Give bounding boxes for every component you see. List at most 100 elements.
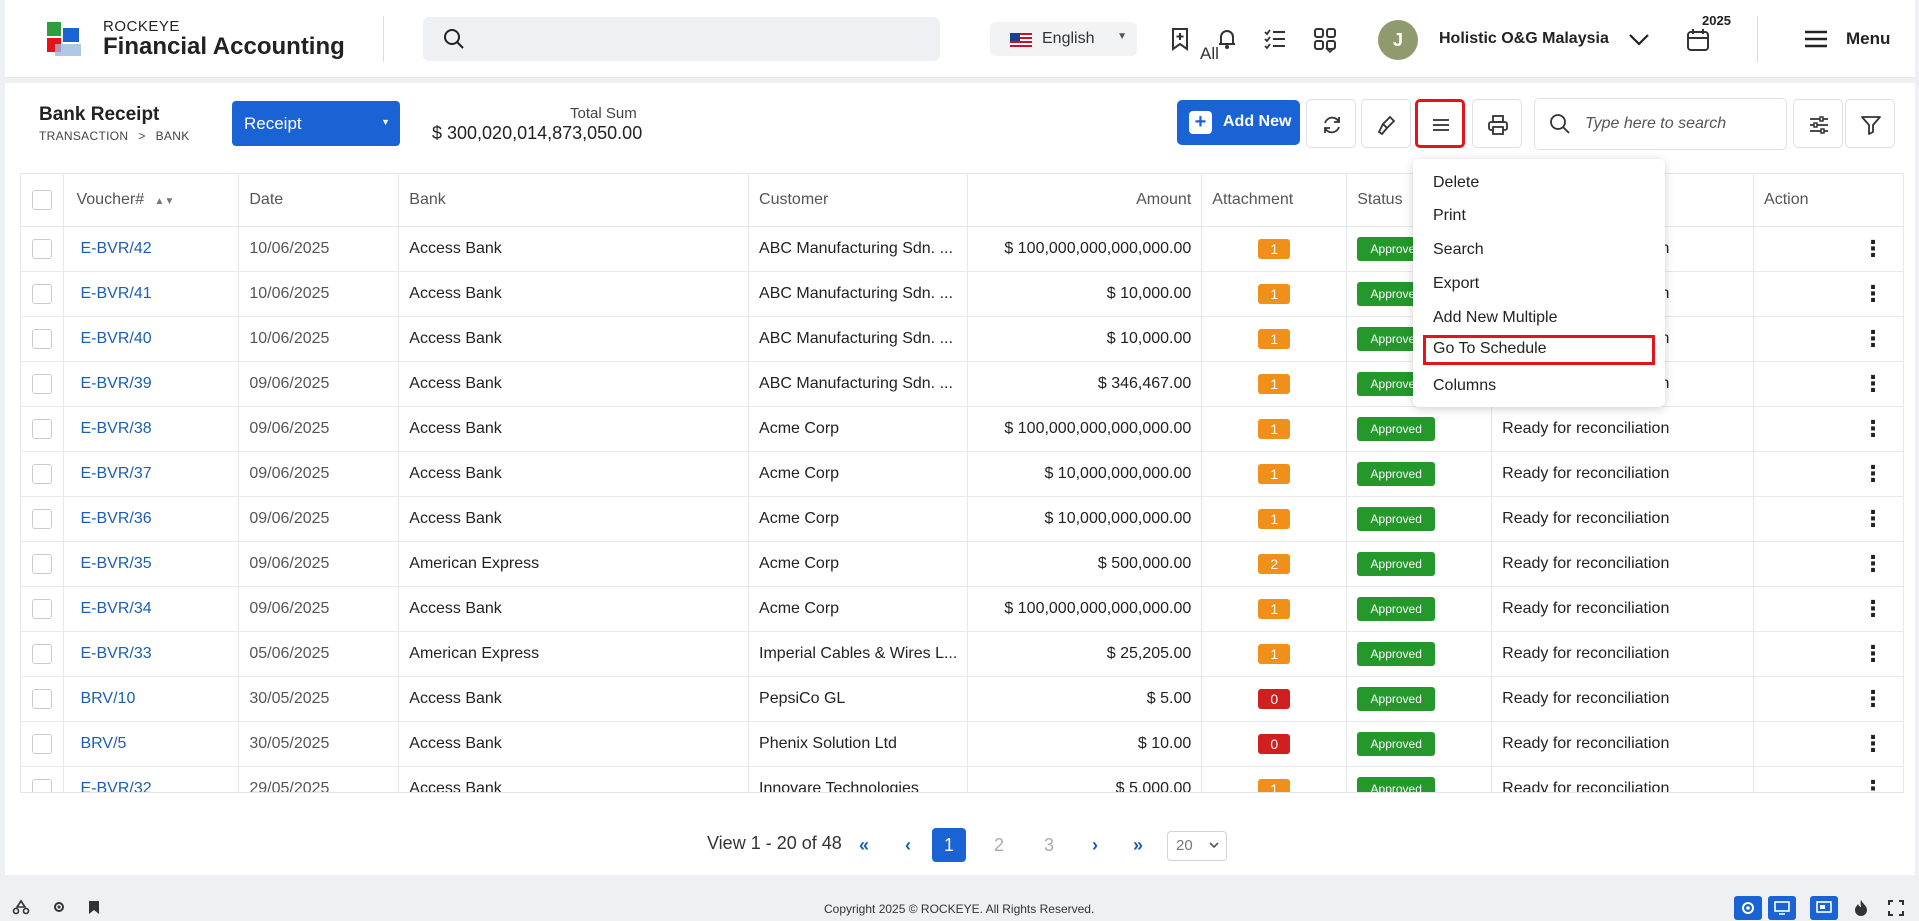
voucher-link[interactable]: BRV/5 <box>80 734 127 752</box>
row-checkbox[interactable] <box>32 328 53 349</box>
row-checkbox[interactable] <box>32 238 53 259</box>
table-row[interactable]: E-BVR/34 09/06/2025 Access Bank Acme Corp $ … <box>21 586 1903 632</box>
attachment-count-badge[interactable]: 1 <box>1258 463 1291 484</box>
settings-cog-icon[interactable] <box>50 899 68 915</box>
kebab-menu-icon[interactable]: ⋮ <box>1862 370 1884 396</box>
attachment-count-badge[interactable]: 1 <box>1258 373 1291 394</box>
row-checkbox[interactable] <box>32 283 53 304</box>
menu-item-print[interactable]: Print <box>1433 207 1466 224</box>
hamburger-menu-icon[interactable] <box>1802 26 1832 56</box>
attachment-count-badge[interactable]: 1 <box>1258 238 1291 259</box>
display-button[interactable] <box>1810 896 1838 920</box>
filter-button[interactable] <box>1845 99 1895 148</box>
company-name[interactable]: Holistic O&G Malaysia <box>1439 30 1609 47</box>
row-checkbox[interactable] <box>32 373 53 394</box>
col-customer[interactable]: Customer <box>748 174 969 227</box>
breadcrumb-bank[interactable]: BANK <box>155 129 190 143</box>
checklist-icon[interactable] <box>1260 24 1290 54</box>
col-date[interactable]: Date <box>238 174 400 227</box>
column-settings-button[interactable] <box>1793 99 1843 148</box>
voucher-link[interactable]: E-BVR/37 <box>80 464 152 482</box>
attachment-count-badge[interactable]: 1 <box>1258 283 1291 304</box>
voucher-link[interactable]: E-BVR/34 <box>80 599 152 617</box>
menu-item-delete[interactable]: Delete <box>1433 174 1480 191</box>
kebab-menu-icon[interactable]: ⋮ <box>1862 505 1884 531</box>
menu-button[interactable]: Menu <box>1846 29 1891 48</box>
kebab-menu-icon[interactable]: ⋮ <box>1862 235 1884 261</box>
next-page-button[interactable]: › <box>1092 835 1098 855</box>
add-new-button[interactable]: + Add New <box>1177 100 1300 145</box>
voucher-link[interactable]: E-BVR/41 <box>80 284 152 302</box>
page-size-select[interactable]: 20 <box>1167 831 1227 861</box>
last-page-button[interactable]: » <box>1132 835 1143 855</box>
attachment-count-badge[interactable]: 0 <box>1258 688 1291 709</box>
kebab-menu-icon[interactable]: ⋮ <box>1862 280 1884 306</box>
kebab-menu-icon[interactable]: ⋮ <box>1862 460 1884 486</box>
attachment-count-badge[interactable]: 1 <box>1258 643 1291 664</box>
flame-icon[interactable] <box>1853 899 1869 917</box>
voucher-link[interactable]: E-BVR/42 <box>80 239 152 257</box>
prev-page-button[interactable]: ‹ <box>905 835 911 855</box>
row-checkbox[interactable] <box>32 418 53 439</box>
row-checkbox[interactable] <box>32 778 53 792</box>
table-row[interactable]: E-BVR/41 10/06/2025 Access Bank ABC Manufac… <box>21 271 1903 317</box>
attachment-count-badge[interactable]: 1 <box>1258 598 1291 619</box>
col-bank[interactable]: Bank <box>398 174 750 227</box>
row-checkbox[interactable] <box>32 463 53 484</box>
table-row[interactable]: E-BVR/33 05/06/2025 American Express Imperi… <box>21 631 1903 677</box>
fullscreen-icon[interactable] <box>1887 899 1905 917</box>
calendar-icon[interactable] <box>1684 26 1714 56</box>
menu-item-go-to-schedule[interactable]: Go To Schedule <box>1423 335 1655 365</box>
voucher-link[interactable]: E-BVR/39 <box>80 374 152 392</box>
kebab-menu-icon[interactable]: ⋮ <box>1862 775 1884 793</box>
table-row[interactable]: BRV/10 30/05/2025 Access Bank PepsiCo GL $ 5… <box>21 676 1903 722</box>
print-button[interactable] <box>1472 99 1522 148</box>
table-row[interactable]: E-BVR/36 09/06/2025 Access Bank Acme Corp $ … <box>21 496 1903 542</box>
voucher-type-select[interactable]: Receipt ▼ <box>232 101 400 146</box>
kebab-menu-icon[interactable]: ⋮ <box>1862 550 1884 576</box>
language-select[interactable]: English ▼ <box>990 22 1137 56</box>
avatar[interactable]: J <box>1378 20 1418 60</box>
table-row[interactable]: E-BVR/35 09/06/2025 American Express Acme C… <box>21 541 1903 587</box>
table-row[interactable]: E-BVR/37 09/06/2025 Access Bank Acme Corp $ … <box>21 451 1903 497</box>
kebab-menu-icon[interactable]: ⋮ <box>1862 595 1884 621</box>
attachment-count-badge[interactable]: 1 <box>1258 328 1291 349</box>
row-checkbox[interactable] <box>32 733 53 754</box>
table-search-box[interactable] <box>1534 98 1787 150</box>
table-row[interactable]: E-BVR/38 09/06/2025 Access Bank Acme Corp $ … <box>21 406 1903 452</box>
voucher-link[interactable]: E-BVR/36 <box>80 509 152 527</box>
kebab-menu-icon[interactable]: ⋮ <box>1862 325 1884 351</box>
menu-item-columns[interactable]: Columns <box>1433 377 1497 394</box>
row-checkbox[interactable] <box>32 688 53 709</box>
more-actions-button[interactable] <box>1415 99 1465 148</box>
select-all-checkbox[interactable] <box>32 189 53 210</box>
voucher-link[interactable]: E-BVR/32 <box>80 779 152 793</box>
row-checkbox[interactable] <box>32 598 53 619</box>
menu-item-search[interactable]: Search <box>1433 241 1484 258</box>
menu-item-export[interactable]: Export <box>1433 275 1480 292</box>
voucher-link[interactable]: E-BVR/35 <box>80 554 152 572</box>
col-voucher[interactable]: Voucher# ▲▼ <box>63 174 240 227</box>
kebab-menu-icon[interactable]: ⋮ <box>1862 730 1884 756</box>
sort-icon[interactable]: ▲▼ <box>154 195 175 207</box>
menu-item-add-new-multiple[interactable]: Add New Multiple <box>1433 309 1558 326</box>
page-2-button[interactable]: 2 <box>993 835 1004 855</box>
attachment-count-badge[interactable]: 0 <box>1258 733 1291 754</box>
row-checkbox[interactable] <box>32 508 53 529</box>
global-search-input[interactable]: All <box>423 17 1348 70</box>
search-scope-select[interactable]: All <box>1184 38 1348 70</box>
col-amount[interactable]: Amount <box>967 174 1203 227</box>
row-checkbox[interactable] <box>32 553 53 574</box>
bell-icon[interactable] <box>1212 24 1242 54</box>
monitor-button[interactable] <box>1768 896 1796 920</box>
settings-button[interactable] <box>1734 896 1762 920</box>
voucher-link[interactable]: E-BVR/38 <box>80 419 152 437</box>
recycle-icon[interactable] <box>12 899 30 915</box>
kebab-menu-icon[interactable]: ⋮ <box>1862 415 1884 441</box>
table-search-input[interactable] <box>1585 112 1775 136</box>
bookmark-add-icon[interactable] <box>1165 24 1195 54</box>
attachment-count-badge[interactable]: 1 <box>1258 418 1291 439</box>
clear-filter-button[interactable] <box>1361 99 1411 148</box>
first-page-button[interactable]: « <box>858 835 869 855</box>
attachment-count-badge[interactable]: 1 <box>1258 508 1291 529</box>
